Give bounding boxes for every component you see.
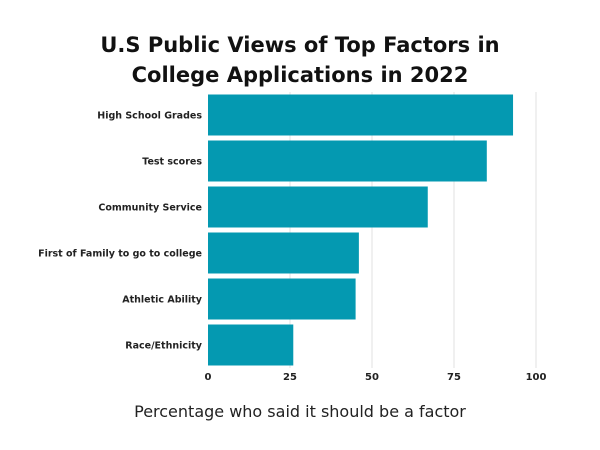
- x-tick-label: 75: [447, 372, 461, 383]
- category-label: Race/Ethnicity: [125, 341, 203, 352]
- bar-6: [208, 324, 294, 366]
- category-label: First of Family to go to college: [38, 249, 202, 260]
- chart-title-line-1: U.S Public Views of Top Factors in: [100, 33, 500, 57]
- x-tick-labels: 0 25 50 75 100: [205, 372, 547, 383]
- bars: [208, 94, 514, 366]
- chart-title-line-2: College Applications in 2022: [131, 63, 469, 87]
- x-tick-label: 25: [283, 372, 297, 383]
- chart-title: U.S Public Views of Top Factors in Colle…: [0, 30, 600, 90]
- x-tick-label: 0: [205, 372, 212, 383]
- bar-2: [208, 140, 487, 182]
- x-axis-label: Percentage who said it should be a facto…: [134, 402, 466, 421]
- grid-lines: [289, 92, 537, 368]
- category-labels: High School Grades Test scores Community S…: [38, 111, 203, 352]
- category-label: Test scores: [142, 157, 202, 168]
- category-label: High School Grades: [97, 111, 202, 122]
- x-tick-label: 100: [526, 372, 547, 383]
- category-label: Athletic Ability: [122, 295, 203, 306]
- bar-5: [208, 278, 356, 320]
- bar-3: [208, 186, 428, 228]
- x-tick-label: 50: [365, 372, 379, 383]
- category-label: Community Service: [98, 203, 202, 214]
- bar-4: [208, 232, 359, 274]
- bar-1: [208, 94, 514, 136]
